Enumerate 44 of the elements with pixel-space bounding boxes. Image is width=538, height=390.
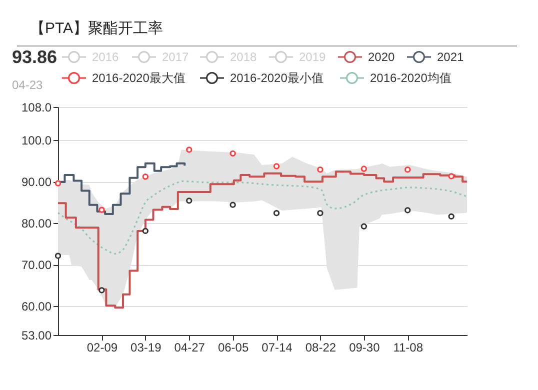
point [360, 166, 368, 172]
y-tick-label: 100.0 [21, 134, 52, 148]
x-tick-label: 08-22 [305, 340, 336, 354]
point [98, 287, 105, 294]
x-tick-label: 02-09 [86, 340, 118, 354]
point [448, 213, 454, 220]
point [98, 206, 105, 213]
point [186, 198, 192, 204]
y-tick-label: 60.00 [21, 299, 52, 314]
point [142, 174, 148, 180]
point [54, 180, 62, 186]
line-series [57, 180, 468, 255]
y-tick-label: 90.00 [21, 175, 52, 190]
x-tick-label: 11-08 [393, 340, 424, 354]
legend-label: 2016-2020最小值 [230, 71, 324, 85]
legend-label: 2016-2020最大值 [92, 71, 186, 85]
point [186, 146, 192, 153]
y-tick-label: 108.0 [21, 100, 52, 114]
point [54, 252, 62, 259]
y-tick-label: 53.00 [21, 328, 52, 342]
y-tick-label: 80.00 [21, 216, 52, 231]
x-tick-label: 04-27 [174, 340, 206, 354]
point [317, 210, 324, 216]
legend-label: 2021 [437, 50, 464, 64]
x-tick-label: 07-14 [262, 340, 293, 354]
x-tick-label: 09-30 [349, 340, 380, 354]
y-tick-label: 70.00 [21, 258, 52, 272]
point [317, 166, 324, 173]
point [360, 223, 368, 230]
point [404, 207, 411, 214]
legend-label: 2020 [368, 50, 396, 64]
point [230, 202, 236, 208]
legend-label: 2016-2020均值 [370, 71, 452, 85]
point [273, 163, 280, 170]
text: 93.86 [12, 47, 58, 67]
x-tick-label: 03-19 [130, 340, 162, 354]
chart-title: 【PTA】聚酯开工率 [30, 20, 164, 37]
point [230, 150, 236, 157]
x-tick-label: 06-05 [218, 340, 249, 354]
point [273, 210, 280, 216]
text: 04-23 [12, 78, 44, 92]
point [142, 228, 148, 234]
point [404, 166, 411, 173]
point [448, 173, 454, 180]
